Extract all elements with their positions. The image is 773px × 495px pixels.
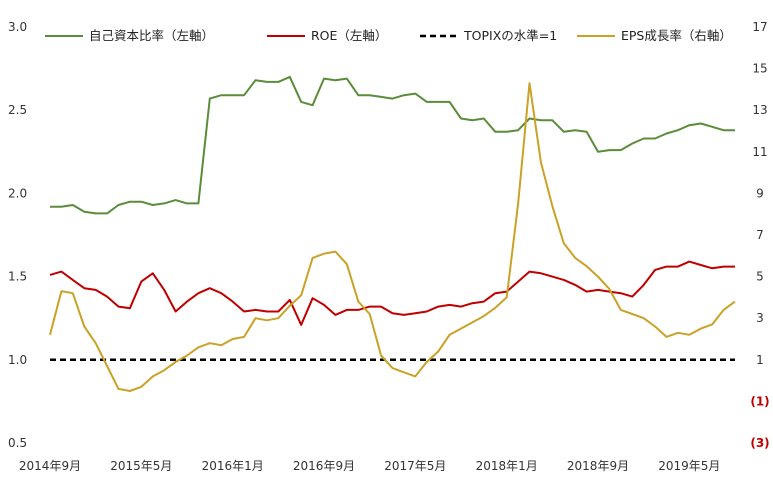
right-tick-label: 11 [752,145,767,159]
right-tick-label: 15 [752,62,767,76]
right-tick-label: 1 [756,353,764,367]
series-line-3 [49,82,736,392]
right-tick-label: 3 [756,311,764,325]
legend-label: TOPIXの水準=1 [463,28,557,43]
right-tick-label: 13 [752,103,767,117]
series-lines [49,75,736,392]
right-tick-label: (3) [750,436,769,450]
legend-label: EPS成長率（右軸） [621,28,732,43]
left-tick-label: 2.0 [8,186,27,200]
x-tick-label: 2015年5月 [110,459,172,473]
x-tick-label: 2018年1月 [476,459,538,473]
x-tick-label: 2014年9月 [19,459,81,473]
right-tick-label: (1) [750,394,769,408]
x-axis-ticks: 2014年9月 2015年5月 2016年1月 2016年9月 2017年5月 2018年… [19,459,721,473]
legend-label: ROE（左軸） [311,28,387,43]
series-line-0 [50,75,735,215]
x-tick-label: 2016年1月 [202,459,264,473]
left-tick-label: 0.5 [8,436,27,450]
left-tick-label: 3.0 [8,20,27,34]
left-tick-label: 2.5 [8,103,27,117]
right-tick-label: 9 [756,186,764,200]
left-tick-label: 1.5 [8,270,27,284]
right-tick-label: 7 [756,228,764,242]
right-tick-label: 17 [752,20,767,34]
left-tick-label: 1.0 [8,353,27,367]
x-tick-label: 2017年5月 [384,459,446,473]
legend: 自己資本比率（左軸） ROE（左軸） TOPIXの水準=1 EPS成長率（右軸） [45,28,732,43]
legend-label: 自己資本比率（左軸） [89,28,214,43]
x-tick-label: 2018年9月 [567,459,629,473]
series-line-1 [49,260,735,326]
x-tick-label: 2016年9月 [293,459,355,473]
right-tick-label: 5 [756,270,764,284]
x-tick-label: 2019年5月 [658,459,720,473]
left-axis-ticks: 0.5 1.0 1.5 2.0 2.5 3.0 [8,20,27,450]
